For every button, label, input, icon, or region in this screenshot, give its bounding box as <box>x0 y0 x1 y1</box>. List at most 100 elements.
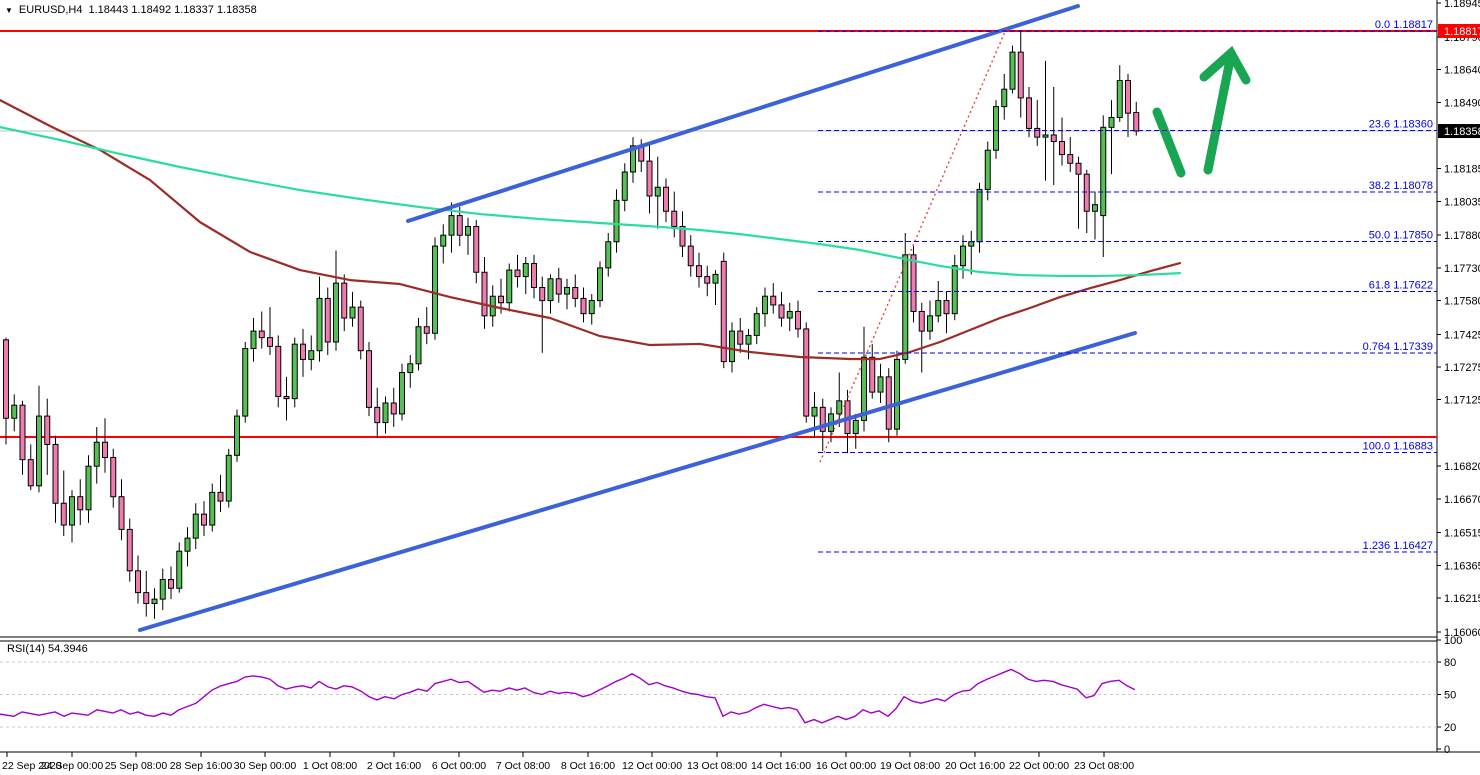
candle-body-up <box>786 310 793 319</box>
candle <box>910 246 917 323</box>
arrow-shaft <box>1203 50 1236 175</box>
candle-body-up <box>877 376 884 393</box>
candle <box>102 418 108 473</box>
candle <box>1059 117 1065 166</box>
candle <box>118 479 125 541</box>
candle <box>712 270 719 305</box>
candle <box>704 265 711 297</box>
candle <box>432 237 438 340</box>
dotted-rally-line[interactable] <box>819 26 1008 463</box>
candle-body-up <box>448 215 455 236</box>
current-badge-bg <box>1438 124 1480 139</box>
candle <box>894 350 900 436</box>
candle <box>621 163 628 212</box>
current-badge-text: 1.18358 <box>1444 126 1480 138</box>
candle-body-up <box>984 149 991 190</box>
candle-body-up <box>753 313 760 336</box>
candle <box>869 344 876 399</box>
candle <box>506 263 513 312</box>
candle-body-down <box>1050 134 1057 142</box>
up-arrow-annotation[interactable] <box>1152 45 1251 178</box>
candle-body-up <box>993 106 999 151</box>
fib-level-label: 0.0 1.18817 <box>1375 19 1433 31</box>
candle <box>1075 156 1082 229</box>
candle <box>151 588 158 619</box>
candle-body-down <box>60 502 67 526</box>
candle <box>1100 115 1107 257</box>
candle-body-down <box>357 306 364 352</box>
lower-channel-trendline[interactable] <box>138 331 1137 632</box>
candle <box>588 294 595 325</box>
candle-body-up <box>242 348 249 417</box>
candle-body-up <box>1092 204 1098 212</box>
candle <box>597 261 603 308</box>
candle-body-up <box>440 234 447 247</box>
price-axis[interactable]: 1.189451.187901.186401.184901.181851.180… <box>1437 0 1480 639</box>
candle <box>572 274 579 308</box>
candle <box>267 307 273 356</box>
arrow-left-stroke <box>1152 107 1186 178</box>
price-tick-label: 1.18185 <box>1444 164 1480 176</box>
resistance-price-badge: 1.18817 <box>1438 24 1480 38</box>
time-tick-label: 2 Oct 16:00 <box>367 760 421 772</box>
candle <box>1083 169 1090 234</box>
candle-body-up <box>308 350 315 360</box>
candle <box>1092 191 1098 240</box>
candle-body-down <box>704 276 711 284</box>
price-tick-label: 1.16060 <box>1444 627 1480 639</box>
price-tick-label: 1.18945 <box>1444 0 1480 10</box>
rsi-tick-label: 0 <box>1444 744 1450 756</box>
candle-body-up <box>547 278 554 302</box>
current-price-badge: 1.18358 <box>1438 124 1480 139</box>
candle <box>407 355 414 388</box>
candle-body-down <box>201 513 207 526</box>
candle-body-up <box>1001 88 1008 108</box>
candle-body-up <box>192 513 199 539</box>
candle <box>52 435 59 523</box>
candle-body-down <box>687 245 694 267</box>
candle <box>349 291 356 327</box>
candle-body-up <box>432 245 438 334</box>
candle <box>993 100 999 159</box>
ohlc-values: 1.18443 1.18492 1.18337 1.18358 <box>88 4 257 16</box>
candle-body-up <box>234 415 240 456</box>
time-tick-label: 22 Sep 2020 <box>2 760 62 772</box>
fib-level-label: 100.0 1.16883 <box>1363 440 1433 452</box>
candle <box>341 274 348 332</box>
candle <box>192 503 199 550</box>
rsi-line <box>0 668 1136 724</box>
candle <box>1034 100 1041 146</box>
candle-body-down <box>217 491 224 502</box>
candle <box>696 252 702 288</box>
candle <box>902 233 909 364</box>
fib-level-label: 50.0 1.17850 <box>1369 230 1433 242</box>
price-tick-label: 1.16820 <box>1444 461 1480 473</box>
candle <box>1116 65 1123 122</box>
candle-body-down <box>803 328 810 417</box>
candle-body-down <box>720 260 727 363</box>
candle-body-up <box>399 371 405 415</box>
candle-body-down <box>663 186 669 212</box>
time-tick-label: 8 Oct 16:00 <box>561 760 615 772</box>
candle <box>234 409 240 462</box>
candle-body-down <box>473 225 480 273</box>
candle-body-down <box>572 287 579 299</box>
fib-level-label: 61.8 1.17622 <box>1369 279 1433 291</box>
symbol-dropdown-icon[interactable]: ▼ <box>5 5 13 15</box>
candle <box>1001 73 1008 120</box>
rsi-value-text: RSI(14) 54.3946 <box>7 643 88 655</box>
upper-channel-trendline[interactable] <box>406 4 1080 223</box>
candle <box>93 426 100 484</box>
candle-body-up <box>506 269 513 304</box>
candle <box>935 280 942 323</box>
candle-body-down <box>300 343 306 360</box>
candle <box>1125 73 1131 138</box>
candle <box>19 400 26 475</box>
candle-body-down <box>275 345 282 397</box>
candle-body-down <box>324 297 331 343</box>
candle <box>110 448 117 508</box>
candle-body-up <box>836 400 843 415</box>
